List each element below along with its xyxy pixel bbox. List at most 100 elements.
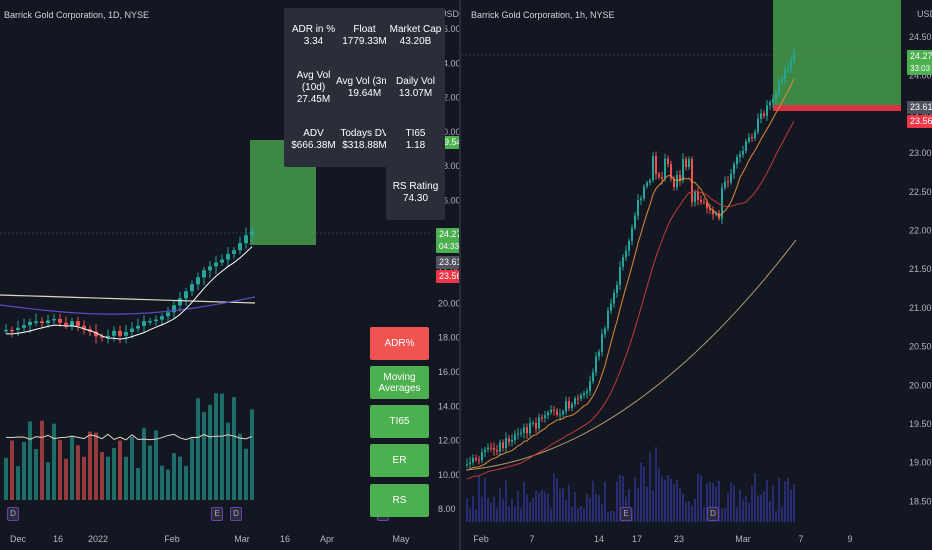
candle-body [166, 312, 170, 317]
price-axis-unit: USD [917, 9, 932, 19]
volume-bar [4, 457, 8, 500]
time-tick-label: 9 [847, 534, 852, 544]
candle-body [787, 69, 789, 71]
daily-chart-canvas[interactable]: 36.0034.0032.0030.0028.0026.0024.0022.00… [0, 0, 460, 550]
ti65-toggle-button[interactable]: TI65 [370, 405, 429, 438]
volume-bar [763, 491, 765, 522]
candle-body [721, 187, 723, 219]
candle-body [664, 158, 666, 179]
candle-body [709, 208, 711, 210]
volume-bar [685, 501, 687, 522]
candle-body [550, 409, 552, 413]
earnings-icon[interactable]: E [620, 507, 632, 521]
daily-chart-pane[interactable]: Barrick Gold Corporation, 1D, NYSE 36.00… [0, 0, 460, 550]
rs-toggle-button[interactable]: RS [370, 484, 429, 517]
candle-body [226, 253, 230, 260]
candle-body [238, 243, 242, 251]
volume-bar [226, 422, 230, 500]
volume-bar [70, 435, 74, 500]
price-tick-label: 32.00 [438, 93, 460, 103]
candle-body [607, 310, 609, 329]
volume-bar [616, 481, 618, 522]
candle-body [172, 305, 176, 313]
candle-body [28, 321, 32, 326]
time-tick-label: 14 [594, 534, 604, 544]
volume-ma-line [5, 433, 253, 441]
candle-body [58, 318, 62, 323]
volume-bar [28, 421, 32, 500]
candle-body [82, 325, 86, 330]
volume-bar [595, 493, 597, 522]
candle-body [541, 417, 543, 419]
volume-bar [679, 488, 681, 522]
volume-bar [739, 489, 741, 522]
price-tick-label: 21.50 [909, 264, 932, 274]
candle-body [619, 266, 621, 285]
volume-bar [781, 506, 783, 522]
volume-bar [544, 492, 546, 522]
volume-bar [736, 507, 738, 522]
volume-bar [709, 481, 711, 522]
earnings-icon[interactable]: E [211, 507, 223, 521]
candle-body [490, 447, 492, 449]
volume-bar [691, 504, 693, 522]
stat-rs-rating: RS Rating 74.30 [386, 165, 445, 220]
candles [4, 227, 254, 344]
er-toggle-button[interactable]: ER [370, 444, 429, 477]
volume-bar [682, 493, 684, 522]
volume-bar [514, 507, 516, 522]
candle-body [739, 154, 741, 158]
candle-body [763, 113, 765, 116]
volume-bar [562, 487, 564, 522]
candle-body [220, 259, 224, 263]
candle-body [559, 414, 561, 416]
candle-body [754, 132, 756, 139]
candle-body [511, 440, 513, 442]
volume-bar [481, 496, 483, 522]
candle-body [586, 391, 588, 394]
stop-zone[interactable] [773, 105, 901, 111]
dividend-icon[interactable]: D [707, 507, 719, 521]
dividend-icon[interactable]: D [230, 507, 242, 521]
candle-body [190, 284, 194, 292]
volume-bars [4, 393, 254, 500]
candle-body [466, 463, 468, 465]
bar-countdown: 04:33:02 [436, 240, 460, 253]
candle-body [475, 458, 477, 460]
candle-body [589, 381, 591, 392]
candle-body [46, 320, 50, 324]
volume-bar [499, 488, 501, 522]
volume-bar [559, 489, 561, 522]
hourly-chart-canvas[interactable]: 24.50 24.00 23.50 23.00 22.50 22.00 21.50 21.00… [461, 0, 932, 550]
stat-adr: ADR in % 3.34 [284, 8, 343, 63]
volume-bar [703, 507, 705, 522]
price-tick-label: 21.00 [909, 303, 932, 313]
volume-bar [769, 500, 771, 522]
volume-bar [532, 498, 534, 522]
volume-bar [118, 440, 122, 500]
time-tick-label: Mar [735, 534, 751, 544]
volume-bar [202, 411, 206, 500]
candle-body [748, 137, 750, 142]
volume-bar [232, 397, 236, 500]
last-price-tag: 24.27 [436, 228, 460, 241]
candle-body [196, 277, 200, 285]
candle-body [100, 336, 104, 338]
volume-bar [604, 481, 606, 522]
volume-bar [22, 441, 26, 500]
candle-body [508, 438, 510, 442]
dividend-icon[interactable]: D [7, 507, 19, 521]
candle-body [661, 177, 663, 179]
stop-price-tag: 23.56 [907, 115, 932, 128]
hourly-chart-pane[interactable]: Barrick Gold Corporation, 1h, NYSE 24.50… [461, 0, 932, 550]
adr-toggle-button[interactable]: ADR% [370, 327, 429, 360]
price-tick-label: 19.50 [909, 419, 932, 429]
candle-body [733, 164, 735, 174]
target-zone[interactable] [773, 0, 901, 105]
ma-10-line [5, 246, 253, 340]
moving-averages-toggle-button[interactable]: Moving Averages [370, 366, 429, 399]
pane-divider[interactable] [459, 0, 461, 550]
volume-bar [766, 480, 768, 522]
candle-body [499, 442, 501, 452]
candle-body [160, 316, 164, 320]
